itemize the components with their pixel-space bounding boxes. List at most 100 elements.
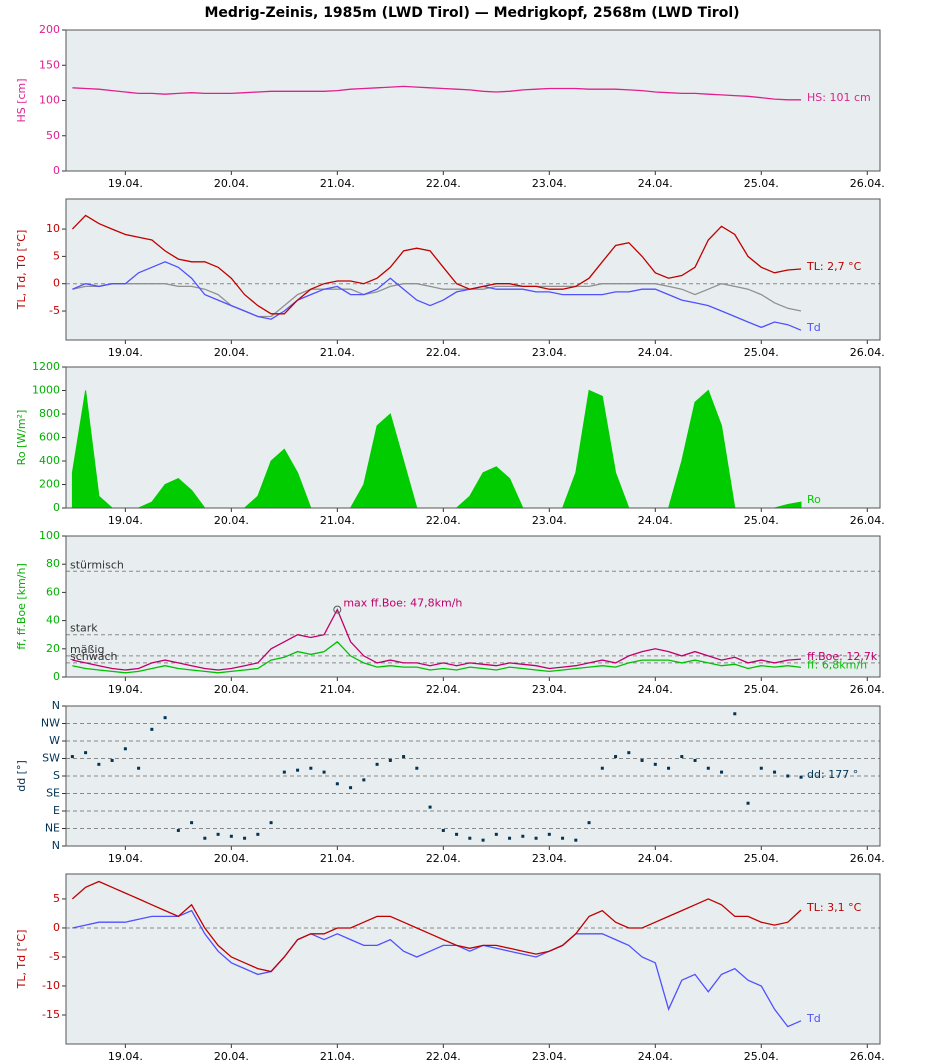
point [388, 758, 392, 762]
end-label: ff: 6,8km/h [807, 658, 867, 671]
point [720, 770, 724, 774]
point [190, 821, 194, 825]
y-tick-label: NE [45, 822, 60, 835]
y-tick-label: -5 [49, 304, 60, 317]
plot-background [66, 199, 880, 340]
x-tick-label: 23.04. [532, 1050, 567, 1062]
x-tick-label: 19.04. [108, 346, 143, 359]
threshold-label: mäßig [70, 643, 104, 656]
y-axis-label: dd [°] [15, 760, 28, 792]
y-tick-label: 0 [53, 921, 60, 934]
y-tick-label: S [53, 769, 60, 782]
y-tick-label: 0 [53, 501, 60, 514]
plot-frame [65, 873, 881, 1045]
y-tick-label: 40 [46, 614, 60, 627]
end-label: TL: 3,1 °C [806, 901, 862, 914]
x-tick-label: 19.04. [108, 852, 143, 865]
y-tick-label: N [52, 839, 60, 852]
x-tick-label: 22.04. [426, 852, 461, 865]
end-label: TL: 2,7 °C [806, 260, 862, 273]
point [163, 716, 167, 720]
x-tick-label: 19.04. [108, 683, 143, 696]
x-tick-label: 22.04. [426, 177, 461, 190]
point [176, 828, 180, 832]
point [362, 778, 366, 782]
y-tick-label: 5 [53, 892, 60, 905]
y-tick-label: -10 [42, 979, 60, 992]
end-label: dd: 177 ° [807, 768, 858, 781]
y-tick-label: 10 [46, 222, 60, 235]
plot-frame [65, 535, 881, 678]
y-tick-label: 1000 [32, 384, 60, 397]
x-tick-label: 23.04. [532, 852, 567, 865]
line [72, 85, 801, 101]
plot-frame [65, 366, 881, 509]
line [72, 909, 802, 1028]
threshold-label: stürmisch [70, 558, 124, 571]
y-tick-label: -5 [49, 950, 60, 963]
x-tick-label: 26.04. [850, 346, 885, 359]
point [667, 766, 671, 770]
line [72, 608, 802, 671]
y-tick-label: 0 [53, 164, 60, 177]
y-tick-label: E [53, 804, 60, 817]
plot-background [66, 536, 880, 677]
point [759, 766, 763, 770]
x-tick-label: 22.04. [426, 346, 461, 359]
line [71, 214, 802, 315]
plot-background [66, 30, 880, 171]
end-label: Ro [807, 493, 821, 506]
x-tick-label: 24.04. [638, 177, 673, 190]
point [574, 838, 578, 842]
point [402, 755, 406, 759]
point [309, 766, 313, 770]
point [243, 836, 247, 840]
y-tick-label: 100 [39, 529, 60, 542]
x-tick-label: 26.04. [850, 683, 885, 696]
x-tick-label: 22.04. [426, 683, 461, 696]
x-tick-label: 25.04. [744, 346, 779, 359]
y-tick-label: 50 [46, 129, 60, 142]
x-tick-label: 25.04. [744, 177, 779, 190]
x-tick-label: 20.04. [214, 177, 249, 190]
point [150, 727, 154, 731]
y-axis-label: ff, ff.Boe [km/h] [15, 563, 28, 650]
point [455, 832, 459, 836]
y-tick-label: 20 [46, 642, 60, 655]
point [428, 805, 432, 809]
plot-frame [65, 29, 881, 172]
x-tick-label: 21.04. [320, 514, 355, 527]
x-tick-label: 25.04. [744, 1050, 779, 1062]
x-tick-label: 23.04. [532, 346, 567, 359]
x-tick-label: 24.04. [638, 346, 673, 359]
x-tick-label: 19.04. [108, 514, 143, 527]
x-tick-label: 25.04. [744, 514, 779, 527]
y-tick-label: 0 [53, 277, 60, 290]
plot-frame [65, 705, 881, 847]
end-label: Td [806, 1012, 821, 1025]
plot-background [66, 874, 880, 1044]
point [534, 836, 538, 840]
line [72, 640, 802, 674]
point [123, 747, 127, 751]
point [282, 770, 286, 774]
x-tick-label: 21.04. [320, 852, 355, 865]
point [335, 782, 339, 786]
y-tick-label: 600 [39, 431, 60, 444]
y-tick-label: 800 [39, 407, 60, 420]
point [733, 712, 737, 716]
point [680, 755, 684, 759]
point [600, 766, 604, 770]
end-label: ff.Boe: 12,7k [807, 650, 878, 663]
point [494, 832, 498, 836]
y-axis-label: TL, Td, T0 [°C] [15, 230, 28, 311]
point [508, 836, 512, 840]
x-tick-label: 21.04. [320, 177, 355, 190]
x-tick-label: 24.04. [638, 683, 673, 696]
x-tick-label: 26.04. [850, 1050, 885, 1062]
x-tick-label: 20.04. [214, 1050, 249, 1062]
point [137, 766, 141, 770]
x-tick-label: 23.04. [532, 683, 567, 696]
max-label: max ff.Boe: 47,8km/h [343, 597, 462, 610]
x-tick-label: 26.04. [850, 852, 885, 865]
